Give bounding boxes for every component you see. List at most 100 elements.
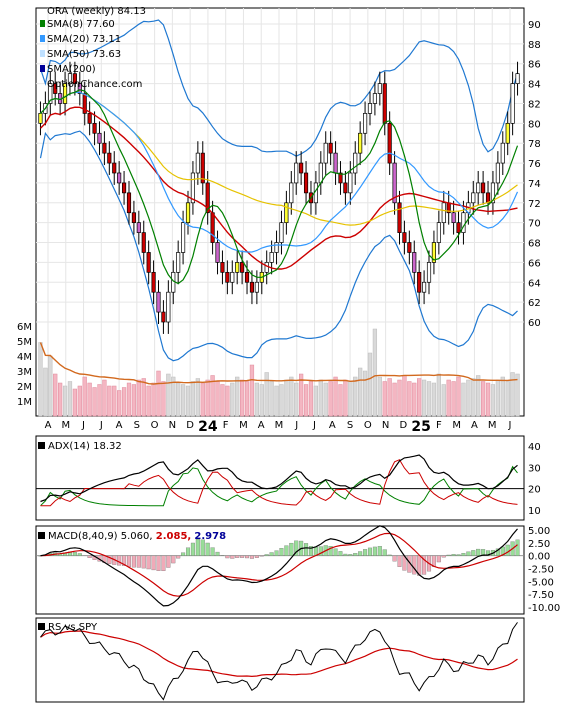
macd-histogram-bar (308, 546, 313, 556)
legend-swatch-sma8 (40, 20, 45, 27)
macd-tick-label: 2.50 (528, 539, 550, 550)
volume-bar (274, 385, 279, 417)
volume-bar (407, 381, 412, 417)
macd-histogram-bar (269, 552, 274, 556)
month-label: A (471, 420, 478, 431)
volume-bar (92, 387, 97, 417)
legend-swatch-sma200 (40, 65, 45, 72)
adx-lines (36, 454, 524, 507)
macd-histogram-bar (456, 554, 461, 556)
month-label: O (364, 420, 372, 431)
candle-body (358, 132, 363, 154)
price-tick-label: 90 (528, 20, 541, 31)
volume-tick-label: 4M (17, 352, 32, 363)
volume-bar (426, 381, 432, 417)
candle-body (176, 252, 181, 273)
legend-sma50: SMA(50) 73.63 (47, 49, 121, 60)
volume-bar (392, 382, 397, 417)
month-label: J (81, 420, 85, 431)
volume-bar (225, 385, 230, 417)
chart-title: ORA (weekly) 84.13 (47, 6, 146, 17)
macd-tick-label: -7.50 (528, 590, 554, 601)
volume-bar (43, 367, 48, 417)
candle-body (67, 73, 73, 84)
volume-tick-label: 1M (17, 397, 32, 408)
volume-bar (367, 352, 373, 417)
macd-histogram-bar (190, 542, 195, 556)
macd-histogram-bar (205, 542, 210, 556)
macd-histogram (36, 538, 524, 576)
candle-body (121, 182, 127, 194)
candle-body (161, 311, 166, 323)
price-tick-label: 82 (528, 99, 541, 110)
month-label: M (488, 420, 497, 431)
volume-bar (87, 382, 92, 417)
macd-lines (40, 525, 518, 607)
volume-bar (397, 379, 402, 417)
volume-bar (328, 381, 333, 417)
month-label: M (61, 420, 70, 431)
candle-body (412, 252, 417, 273)
moving-averages (40, 89, 519, 285)
macd-histogram-bar (126, 555, 132, 567)
price-candles (38, 61, 520, 334)
macd-histogram-bar (500, 546, 505, 556)
price-tick-label: 64 (528, 278, 541, 289)
volume-bar (146, 385, 151, 417)
volume-bar (451, 381, 456, 417)
macd-histogram-bar (77, 553, 82, 556)
macd-histogram-bar (136, 555, 141, 568)
price-panel (35, 7, 525, 417)
month-label: F (436, 420, 442, 431)
volume-bar (299, 373, 304, 417)
volume-bar (121, 387, 127, 417)
macd-histogram-bar (176, 555, 181, 559)
macd-histogram-bar (151, 555, 156, 571)
volume-tick-label: 5M (17, 337, 32, 348)
price-tick-label: 62 (528, 298, 541, 309)
candle-body (294, 162, 299, 184)
candle-body (387, 122, 392, 164)
candle-body (377, 83, 382, 94)
volume-bar (353, 376, 358, 417)
macd-tick-label: 5.00 (528, 526, 550, 537)
candle-body (456, 222, 461, 233)
volume-bar (239, 379, 245, 417)
candle-body (102, 142, 107, 154)
macd-histogram-bar (195, 538, 200, 556)
macd-histogram-bar (377, 546, 382, 556)
candle-body (422, 281, 427, 293)
candle-body (48, 83, 53, 104)
candle-body (343, 182, 348, 194)
volume-bar (377, 376, 382, 417)
candle-body (235, 262, 240, 273)
candle-body (92, 122, 97, 134)
candle-body (490, 182, 496, 204)
candle-body (397, 202, 402, 233)
macd-histogram-bar (486, 550, 491, 556)
candle-body (510, 83, 515, 124)
macd-histogram-bar (185, 547, 191, 556)
macd-histogram-bar (215, 551, 220, 556)
volume-bar (161, 381, 166, 417)
bollinger-bands (39, 19, 519, 362)
price-tick-label: 78 (528, 139, 541, 150)
volume-bar (190, 381, 196, 417)
rs-average-line (40, 630, 518, 678)
candle-body (333, 152, 338, 174)
volume-bar (195, 378, 200, 417)
adx-line (40, 454, 518, 503)
legend-swatch-sma20 (40, 35, 45, 42)
macd-histogram-bar (294, 540, 299, 556)
candle-body (136, 222, 141, 233)
macd-histogram-bar (146, 555, 151, 570)
volume-bar (48, 355, 53, 417)
volume-bar (421, 379, 427, 417)
volume-bar (131, 384, 137, 417)
price-y-ticks: 90 88 86 84 82 80 78 76 74 72 70 68 66 64 62 60 (528, 20, 541, 329)
volume-bar (505, 381, 510, 417)
candle-body (417, 271, 422, 293)
adx-title: ADX(14) 18.32 (48, 441, 122, 452)
volume-bar (72, 388, 78, 417)
